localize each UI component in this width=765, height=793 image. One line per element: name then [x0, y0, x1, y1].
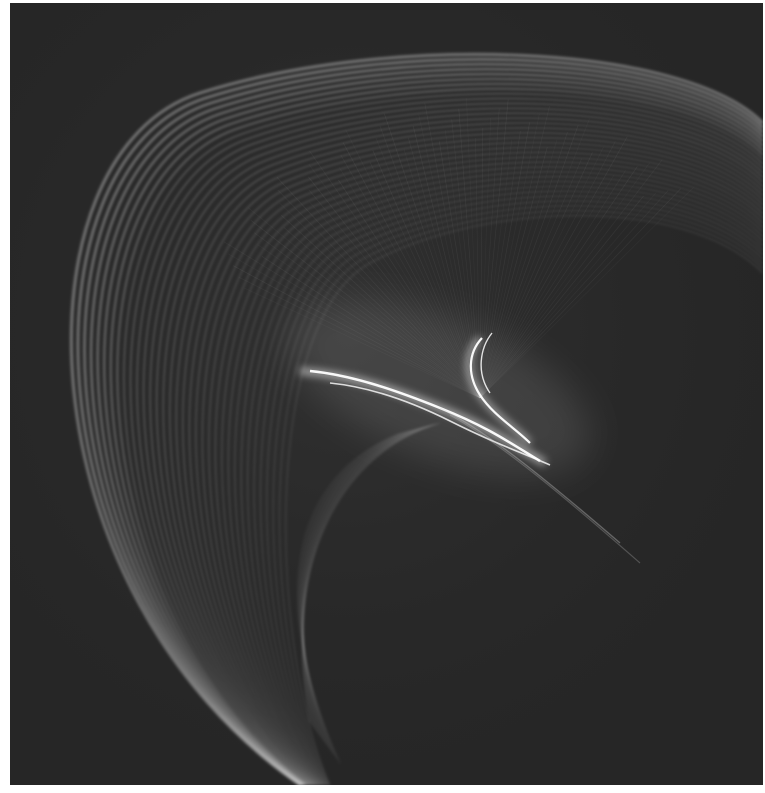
fringe-line [188, 141, 763, 785]
fringe-line [221, 166, 763, 785]
fringe-line [272, 205, 763, 785]
fringe-line [175, 132, 763, 785]
fringe-line [201, 151, 763, 785]
fringe-line [102, 77, 763, 785]
fringe-line [234, 175, 763, 785]
fringe-line [123, 92, 763, 785]
fringe-line [136, 102, 763, 785]
fringe-line [296, 432, 401, 764]
interference-fringes [69, 52, 763, 785]
fringe-line [227, 170, 763, 785]
fringe-line [195, 146, 763, 785]
fringe-line [116, 87, 763, 785]
fringe-line [285, 214, 763, 785]
fringe-line [169, 127, 763, 785]
fringe-line [89, 67, 763, 785]
fringe-line [96, 72, 763, 785]
fringe-line [259, 195, 763, 785]
fringe-line [129, 97, 763, 785]
fringe-line [208, 156, 763, 785]
fringe-line [155, 117, 763, 785]
fringe-line [240, 180, 763, 785]
fringe-line [214, 161, 763, 785]
fringe-line [182, 136, 763, 785]
fringe-line [253, 190, 763, 785]
fringe-line [278, 209, 763, 785]
fringe-line [149, 112, 763, 785]
fringe-line [142, 107, 763, 785]
fringe-line [83, 62, 763, 785]
fringe-line [109, 82, 763, 785]
bright-caustic [289, 299, 641, 564]
fringe-line [76, 57, 763, 785]
fringe-line [162, 122, 763, 785]
fringe-line [69, 52, 763, 785]
caustic-image [10, 3, 763, 785]
fringe-line [246, 185, 763, 785]
fringe-line [266, 200, 763, 785]
